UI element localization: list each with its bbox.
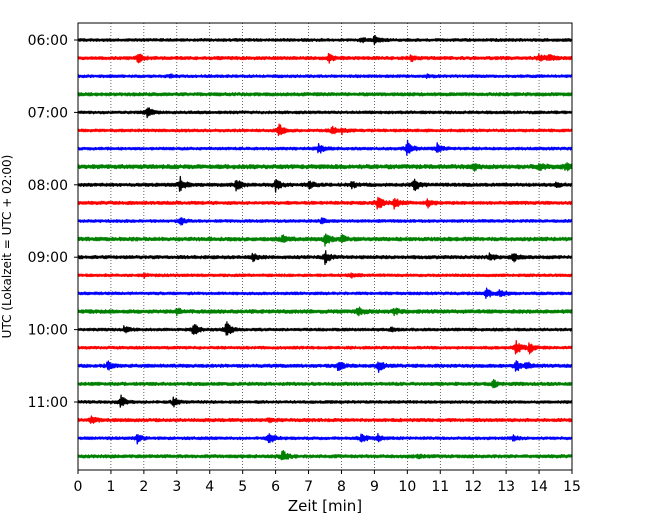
y-tick-label: 06:00 [28, 33, 68, 49]
y-axis-label: UTC (Lokalzeit = UTC + 02:00) [0, 155, 14, 339]
y-tick-label: 08:00 [28, 178, 68, 194]
x-tick-label: 8 [337, 479, 346, 495]
plot-frame [77, 22, 573, 471]
x-tick-label: 14 [530, 479, 548, 495]
x-tick-label: 10 [398, 479, 416, 495]
seismogram-trace-row-17 [77, 340, 573, 355]
seismogram-trace-row-4 [77, 107, 573, 119]
x-tick-label: 11 [431, 479, 449, 495]
x-tick-label: 3 [172, 479, 181, 495]
y-tick-label: 11:00 [28, 395, 68, 411]
y-axis-ticks: 06:00 07:00 08:00 09:00 10:00 11:00 [28, 33, 78, 411]
seismogram-trace-row-19 [77, 379, 573, 389]
seismogram-trace-row-23 [77, 449, 573, 461]
seismogram-trace-row-3 [77, 92, 573, 97]
x-axis-label: Zeit [min] [288, 497, 362, 515]
seismogram-trace-row-10 [77, 217, 573, 226]
y-tick-label: 09:00 [28, 250, 68, 266]
seismogram-trace-row-11 [77, 233, 573, 247]
x-tick-label: 1 [106, 479, 115, 495]
x-tick-label: 0 [74, 479, 83, 495]
seismogram-trace-row-14 [77, 287, 573, 299]
x-tick-label: 15 [563, 479, 581, 495]
grid-layer [110, 23, 540, 470]
y-tick-label: 07:00 [28, 105, 68, 121]
seismogram-trace-row-13 [77, 272, 573, 279]
seismogram-trace-row-15 [77, 306, 573, 317]
seismogram-trace-row-20 [77, 394, 573, 408]
x-tick-label: 7 [304, 479, 313, 495]
seismogram-trace-row-7 [77, 162, 573, 172]
seismogram-trace-row-16 [77, 321, 573, 336]
seismogram-trace-row-22 [77, 433, 573, 445]
y-tick-label: 10:00 [28, 323, 68, 339]
x-tick-label: 2 [139, 479, 148, 495]
x-tick-label: 6 [271, 479, 280, 495]
trace-layer [77, 34, 573, 461]
x-tick-label: 13 [497, 479, 515, 495]
x-axis-ticks: 0 1 2 3 4 5 6 7 8 9 10 11 12 13 14 15 [74, 470, 581, 495]
seismogram-trace-row-8 [77, 175, 573, 193]
x-tick-label: 4 [205, 479, 214, 495]
seismogram-trace-row-6 [77, 139, 573, 156]
seismogram-trace-row-12 [77, 250, 573, 266]
x-tick-label: 9 [370, 479, 379, 495]
seismogram-trace-row-2 [77, 73, 573, 79]
seismogram-trace-row-5 [77, 123, 573, 137]
x-tick-label: 5 [238, 479, 247, 495]
seismogram-trace-row-18 [77, 360, 573, 373]
seismogram-trace-row-0 [77, 34, 573, 46]
seismogram-trace-row-9 [77, 196, 573, 210]
x-tick-label: 12 [464, 479, 482, 495]
seismogram-trace-row-21 [77, 415, 573, 424]
seismogram-trace-row-1 [77, 52, 573, 64]
